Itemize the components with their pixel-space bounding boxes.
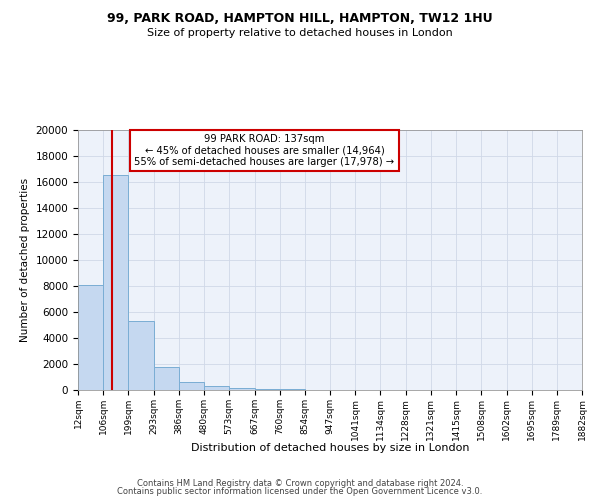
Bar <box>179 382 204 390</box>
Bar <box>254 388 280 390</box>
Bar <box>154 366 179 390</box>
Bar <box>78 284 103 390</box>
Text: 99, PARK ROAD, HAMPTON HILL, HAMPTON, TW12 1HU: 99, PARK ROAD, HAMPTON HILL, HAMPTON, TW… <box>107 12 493 26</box>
Bar <box>103 176 128 390</box>
Text: 99 PARK ROAD: 137sqm
← 45% of detached houses are smaller (14,964)
55% of semi-d: 99 PARK ROAD: 137sqm ← 45% of detached h… <box>134 134 395 167</box>
Y-axis label: Number of detached properties: Number of detached properties <box>20 178 30 342</box>
Text: Contains HM Land Registry data © Crown copyright and database right 2024.: Contains HM Land Registry data © Crown c… <box>137 478 463 488</box>
Text: Contains public sector information licensed under the Open Government Licence v3: Contains public sector information licen… <box>118 487 482 496</box>
Text: Size of property relative to detached houses in London: Size of property relative to detached ho… <box>147 28 453 38</box>
Bar <box>128 321 154 390</box>
X-axis label: Distribution of detached houses by size in London: Distribution of detached houses by size … <box>191 442 469 452</box>
Bar <box>229 388 254 390</box>
Bar <box>204 386 229 390</box>
